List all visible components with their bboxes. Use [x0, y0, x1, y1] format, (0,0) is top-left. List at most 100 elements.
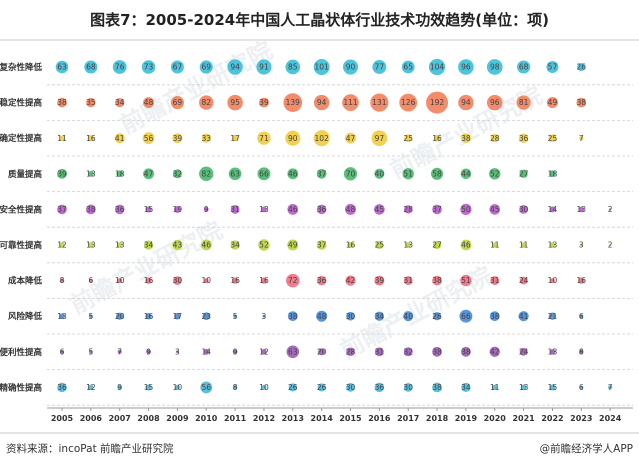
data-label: 101 [314, 63, 329, 72]
data-label: 96 [490, 98, 500, 107]
data-label: 5 [88, 347, 93, 356]
data-label: 90 [346, 63, 356, 72]
bubble [578, 277, 585, 284]
bubble [262, 314, 266, 318]
x-tick-label: 2015 [339, 414, 362, 423]
data-label: 49 [548, 98, 558, 107]
bubble [55, 60, 69, 74]
chart-title: 图表7：2005-2024年中国人工晶状体行业技术功效趋势(单位：项) [90, 11, 549, 29]
data-label: 47 [346, 134, 356, 143]
data-label: 38 [490, 312, 500, 321]
data-label: 38 [86, 205, 96, 214]
bubble [546, 97, 559, 109]
bubble [519, 169, 528, 178]
x-tick-label: 2007 [109, 414, 131, 423]
data-label: 131 [372, 98, 387, 107]
bubble [227, 94, 243, 111]
data-label: 38 [432, 383, 442, 392]
data-label: 36 [317, 276, 327, 285]
bubble [145, 313, 152, 320]
bubble [114, 204, 125, 215]
data-label: 38 [432, 347, 442, 356]
data-label: 13 [577, 205, 587, 214]
bubble [199, 95, 214, 110]
data-label: 48 [144, 98, 154, 107]
data-label: 34 [115, 98, 125, 107]
data-label: 70 [346, 169, 356, 178]
bubble [399, 93, 418, 112]
bubble [404, 134, 413, 143]
data-label: 81 [519, 98, 529, 107]
data-label: 68 [519, 63, 529, 72]
bubble [375, 241, 384, 249]
bubble [608, 385, 613, 390]
bubble [313, 130, 330, 147]
bubble [86, 97, 96, 108]
bubble [549, 278, 555, 284]
category-label: 安全性提高 [0, 204, 42, 215]
data-label: 38 [57, 98, 67, 107]
bubble [458, 59, 474, 75]
data-label: 31 [375, 347, 385, 356]
bubble [578, 206, 585, 213]
data-label: 76 [115, 63, 125, 72]
data-label: 69 [173, 98, 183, 107]
bubble [346, 311, 355, 321]
category-label: 便利性提高 [0, 347, 42, 358]
bubble [343, 167, 358, 181]
bubble [403, 383, 413, 392]
brand-label: @前瞻经济学人APP [540, 442, 633, 455]
bubble [89, 350, 93, 354]
data-label: 96 [461, 63, 471, 72]
data-label: 16 [230, 276, 240, 285]
bubble [145, 206, 152, 213]
bubble [432, 204, 442, 215]
bubble [116, 312, 124, 320]
data-label: 38 [288, 312, 298, 321]
category-label: 精确性提高 [0, 382, 42, 393]
data-label: 35 [86, 98, 96, 107]
bubble [342, 94, 359, 111]
data-label: 36 [317, 205, 327, 214]
watermark-text: 前瞻产业研究院 [116, 36, 277, 140]
category-label: 成本降低 [8, 276, 43, 287]
data-label: 46 [288, 169, 298, 178]
data-label: 63 [230, 169, 240, 178]
bubble [405, 242, 412, 248]
data-label: 63 [57, 63, 67, 72]
bubble [230, 240, 240, 250]
bubble [516, 95, 531, 110]
data-label: 56 [144, 134, 154, 143]
bubble [372, 60, 387, 74]
data-label: 9 [146, 347, 151, 356]
bubble [143, 168, 154, 180]
data-label: 14 [548, 205, 558, 214]
bubble [257, 131, 271, 145]
bubble [233, 314, 237, 318]
bubble [461, 382, 471, 393]
bubble [261, 349, 267, 355]
data-label: 104 [430, 63, 445, 72]
data-label: 7 [579, 134, 584, 143]
bubble [374, 204, 385, 215]
x-tick-label: 2011 [224, 414, 247, 423]
data-label: 24 [519, 276, 529, 285]
data-label: 38 [461, 347, 471, 356]
data-label: 3 [579, 241, 584, 250]
bubble [519, 205, 528, 214]
data-label: 30 [403, 383, 413, 392]
data-label: 32 [173, 169, 183, 178]
bubble [261, 384, 267, 390]
x-tick-label: 2005 [51, 414, 74, 423]
bubble [577, 62, 586, 72]
bubble [232, 349, 238, 355]
x-tick-label: 2022 [541, 414, 563, 423]
data-label: 3 [262, 312, 267, 321]
data-label: 139 [286, 98, 301, 107]
bubble [403, 311, 414, 322]
bubble [432, 275, 442, 286]
bubble [486, 59, 503, 75]
data-label: 192 [430, 98, 445, 107]
